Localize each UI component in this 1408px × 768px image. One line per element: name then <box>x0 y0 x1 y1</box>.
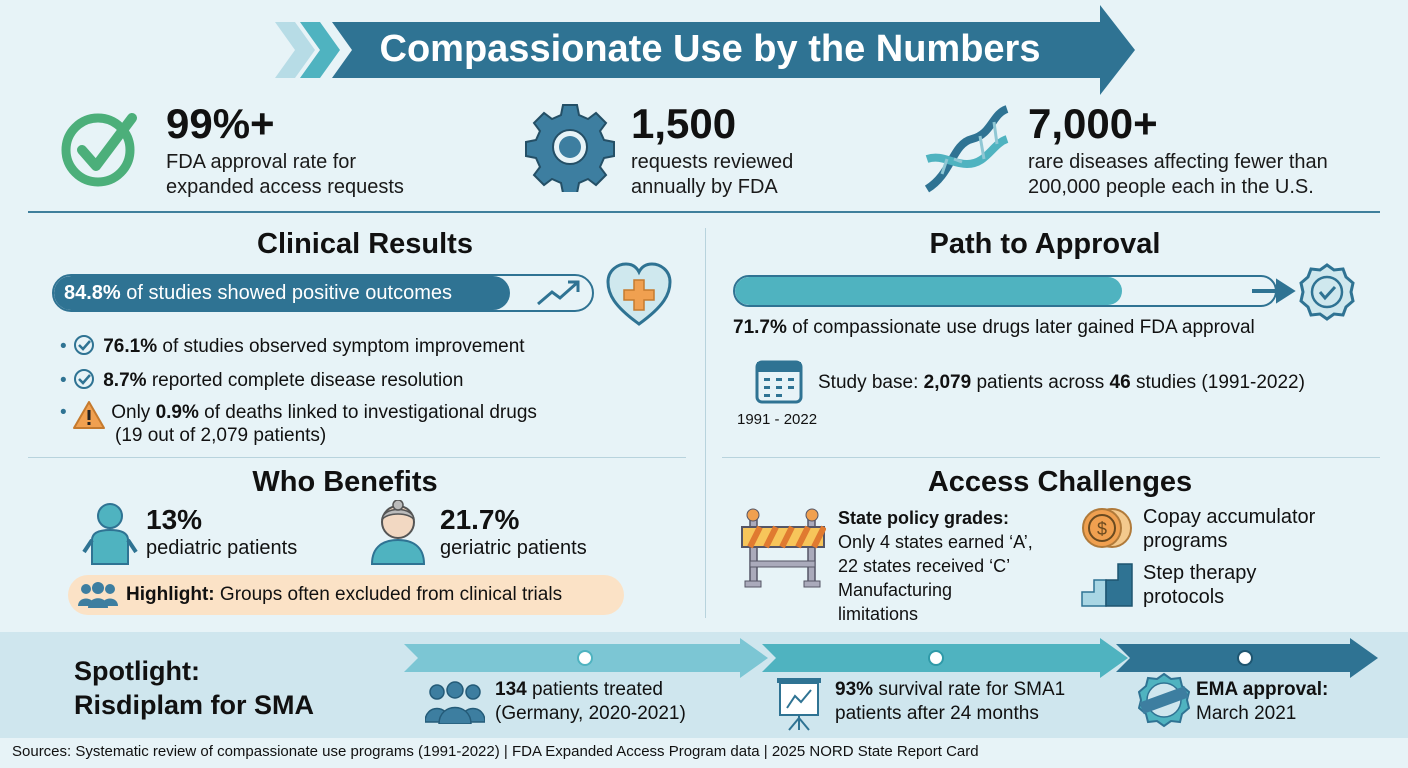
spotlight-step-1: 134 patients treated (Germany, 2020-2021) <box>495 679 686 724</box>
patients-group-icon <box>425 681 485 724</box>
positive-outcomes-progress-bar <box>52 274 594 312</box>
benefit-value: 13% <box>146 504 203 535</box>
list-item: • 8.7% reported complete disease resolut… <box>60 369 464 391</box>
divider <box>722 457 1380 458</box>
timeline-arrows <box>404 638 1378 678</box>
approval-progress-bar <box>733 275 1277 307</box>
divider-vertical <box>705 228 706 618</box>
list-item: • Only 0.9% of deaths linked to investig… <box>60 400 537 430</box>
calendar-label: 1991 - 2022 <box>737 411 818 428</box>
benefit-label: geriatric patients <box>440 537 587 559</box>
barricade-icon <box>741 508 826 588</box>
list-item: • 76.1% of studies observed symptom impr… <box>60 335 525 357</box>
benefit-label: pediatric patients <box>146 537 298 559</box>
check-badge-icon <box>73 335 94 355</box>
group-icon <box>78 582 118 608</box>
gear-icon <box>525 104 615 192</box>
spotlight-step-3: EMA approval: March 2021 <box>1196 679 1329 724</box>
calendar-icon <box>755 360 803 404</box>
spotlight-title: Spotlight: Risdiplam for SMA <box>74 656 315 720</box>
coin-dollar-icon: $ <box>1082 508 1132 548</box>
state-policy-text: State policy grades: Only 4 states earne… <box>838 508 1033 624</box>
chevron-teal <box>300 22 340 78</box>
progress-text: 84.8% of studies showed positive outcome… <box>64 282 453 304</box>
svg-text:$: $ <box>1097 519 1107 539</box>
elderly-person-icon <box>370 500 426 565</box>
sources-footer: Sources: Systematic review of compassion… <box>12 743 979 760</box>
timeline-dot <box>577 650 593 666</box>
spotlight-step-2: 93% survival rate for SMA1 patients after… <box>835 679 1066 724</box>
chart-easel-icon <box>777 678 821 731</box>
stat-label: FDA approval rate for expanded access req… <box>166 151 404 198</box>
stat-value: 1,500 <box>631 100 737 147</box>
heart-plus-icon <box>606 262 672 326</box>
approved-stamp-icon <box>1138 672 1190 728</box>
divider <box>28 457 686 458</box>
approval-text: 71.7% of compassionate use drugs later g… <box>733 317 1255 338</box>
highlight-text: Highlight: Groups often excluded from cl… <box>126 584 563 605</box>
page-title: Compassionate Use by the Numbers <box>379 28 1041 70</box>
child-icon <box>82 503 138 565</box>
highlight-box <box>68 575 624 615</box>
arrow-right-icon <box>1252 278 1296 304</box>
step-therapy-text: Step therapy protocols <box>1143 562 1257 608</box>
section-heading-path: Path to Approval <box>929 228 1161 260</box>
warning-icon <box>72 401 105 429</box>
divider <box>28 211 1380 213</box>
stat-label: requests reviewed annually by FDA <box>631 151 794 198</box>
timeline-dot <box>1237 650 1253 666</box>
list-item-detail: (19 out of 2,079 patients) <box>115 425 327 446</box>
benefit-value: 21.7% <box>440 504 520 535</box>
copay-text: Copay accumulator programs <box>1143 506 1316 552</box>
timeline-segment-2 <box>762 638 1128 678</box>
approved-badge-icon <box>1299 263 1355 321</box>
trend-up-icon <box>537 280 580 306</box>
timeline-dot <box>928 650 944 666</box>
dna-icon <box>924 105 1009 193</box>
progress-fill <box>54 276 511 310</box>
chevron-light <box>275 22 315 78</box>
check-badge-icon <box>73 369 94 389</box>
check-circle-icon <box>61 113 137 187</box>
stat-label: rare diseases affecting fewer than 200,00… <box>1028 151 1328 198</box>
progress-fill <box>735 277 1123 305</box>
title-banner <box>275 5 1135 95</box>
section-heading-benefits: Who Benefits <box>252 466 438 498</box>
section-heading-clinical: Clinical Results <box>257 228 473 260</box>
step-stairs-icon <box>1081 563 1133 607</box>
section-heading-challenges: Access Challenges <box>927 466 1193 498</box>
banner-arrow <box>332 5 1135 95</box>
stat-value: 99%+ <box>166 100 275 147</box>
stat-value: 7,000+ <box>1028 100 1158 147</box>
study-base-text: Study base: 2,079 patients across 46 stu… <box>818 372 1305 393</box>
